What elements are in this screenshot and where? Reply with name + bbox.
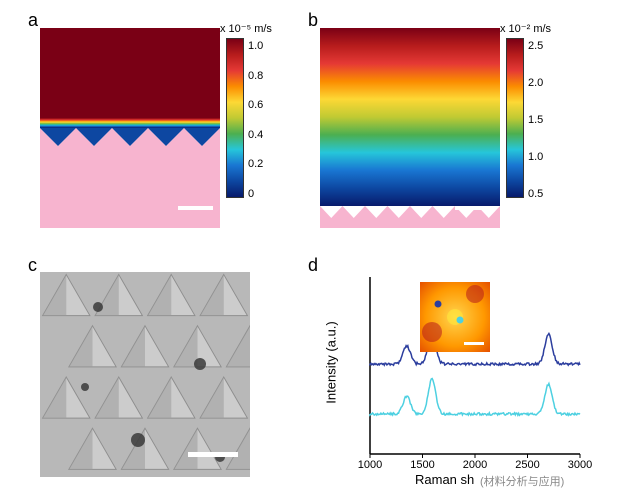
panel-a-heatmap	[40, 28, 220, 228]
panel-a-colorbar-ticks: 1.00.80.60.40.20	[248, 40, 263, 200]
panel-b-colorbar-strip	[506, 38, 524, 198]
panel-label-a: a	[28, 10, 38, 31]
panel-a-colorbar-strip	[226, 38, 244, 198]
panel-a-colorbar: x 10⁻⁵ m/s 1.00.80.60.40.20	[226, 22, 272, 198]
panel-b-colorbar-ticks: 2.52.01.51.00.5	[528, 40, 543, 200]
panel-b-colorbar-title: x 10⁻² m/s	[500, 22, 551, 35]
panel-d-inset	[420, 282, 490, 352]
panel-label-c: c	[28, 255, 37, 276]
panel-label-b: b	[308, 10, 318, 31]
watermark: (材料分析与应用)	[480, 473, 564, 489]
panel-label-d: d	[308, 255, 318, 276]
panel-d-ylabel: Intensity (a.u.)	[324, 321, 339, 403]
panel-c-micrograph	[40, 272, 250, 477]
panel-b-heatmap	[320, 28, 500, 228]
panel-b-colorbar: x 10⁻² m/s 2.52.01.51.00.5	[506, 22, 551, 198]
panel-a-colorbar-title: x 10⁻⁵ m/s	[220, 22, 272, 35]
panel-d-xlabel: Raman sh	[415, 472, 474, 487]
